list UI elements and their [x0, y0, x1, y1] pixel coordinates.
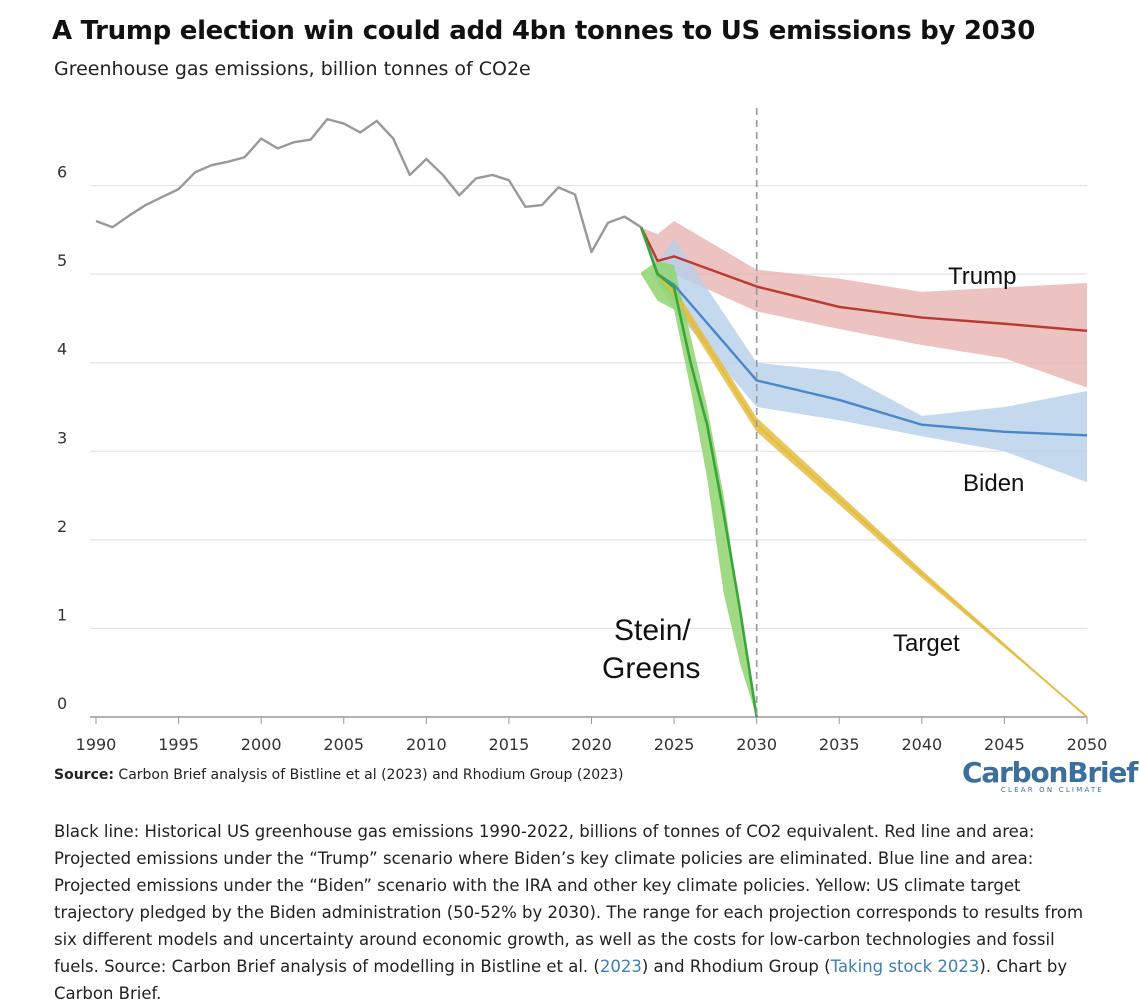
x-tick-label-2005: 2005 [323, 735, 364, 754]
x-tick-label-2030: 2030 [736, 735, 777, 754]
uncertainty-bands [641, 221, 1087, 717]
target-label: Target [893, 630, 960, 657]
logo-wordmark: CarbonBrief [962, 756, 1138, 789]
series-lines [95, 117, 1088, 718]
biden-label: Biden [963, 470, 1024, 497]
x-tick-label-2035: 2035 [819, 735, 860, 754]
chart-canvas: 0 1 2 3 4 5 6 1990 1995 2000 2005 2010 2015 2020 2025… [57, 108, 1108, 754]
y-axis-ticks: 0 1 2 3 4 5 6 [57, 163, 67, 713]
x-tick-label-2040: 2040 [901, 735, 942, 754]
x-tick-label-2050: 2050 [1067, 735, 1108, 754]
taking-stock-2023-link[interactable]: Taking stock 2023 [830, 957, 980, 976]
gridlines [90, 184, 1087, 718]
x-tick-label-2015: 2015 [489, 735, 530, 754]
trump-range-band [641, 221, 1087, 388]
trump-line [639, 226, 1088, 333]
trump-label: Trump [948, 263, 1016, 290]
x-tick-label-1990: 1990 [76, 735, 117, 754]
y-tick-label-2: 2 [57, 517, 67, 536]
chart-subtitle: Greenhouse gas emissions, billion tonnes… [54, 58, 531, 80]
source-note: Source: Carbon Brief analysis of Bistlin… [54, 767, 624, 783]
x-tick-label-2000: 2000 [241, 735, 282, 754]
x-tick-label-1995: 1995 [158, 735, 199, 754]
stein-greens-range-band [641, 260, 757, 717]
chart-title: A Trump election win could add 4bn tonne… [52, 16, 1036, 46]
y-tick-label-3: 3 [57, 428, 67, 447]
y-tick-label-1: 1 [57, 605, 67, 624]
y-tick-label-6: 6 [57, 163, 67, 182]
stein-greens-line [639, 226, 758, 718]
x-axis-ticks: 1990 1995 2000 2005 2010 2015 2020 2025 2030 2035… [76, 717, 1108, 754]
y-tick-label-5: 5 [57, 251, 67, 270]
x-tick-label-2010: 2010 [406, 735, 447, 754]
y-tick-label-0: 0 [57, 694, 67, 713]
x-tick-label-2020: 2020 [571, 735, 612, 754]
bistline-2023-link[interactable]: 2023 [599, 957, 642, 976]
series-labels: Trump Biden Target Stein/ Greens [602, 263, 1024, 685]
y-tick-label-4: 4 [57, 340, 67, 359]
carbon-brief-logo: CarbonBrief CLEAR ON CLIMATE [962, 756, 1138, 795]
chart-description: Black line: Historical US greenhouse gas… [54, 822, 1084, 1003]
stein-greens-label-line2: Greens [602, 652, 700, 685]
x-tick-label-2045: 2045 [984, 735, 1025, 754]
x-tick-label-2025: 2025 [654, 735, 695, 754]
historical-line [95, 117, 642, 254]
stein-greens-label-line1: Stein/ [614, 614, 691, 647]
logo-tagline: CLEAR ON CLIMATE [1000, 786, 1104, 794]
biden-range-band [641, 227, 1087, 483]
